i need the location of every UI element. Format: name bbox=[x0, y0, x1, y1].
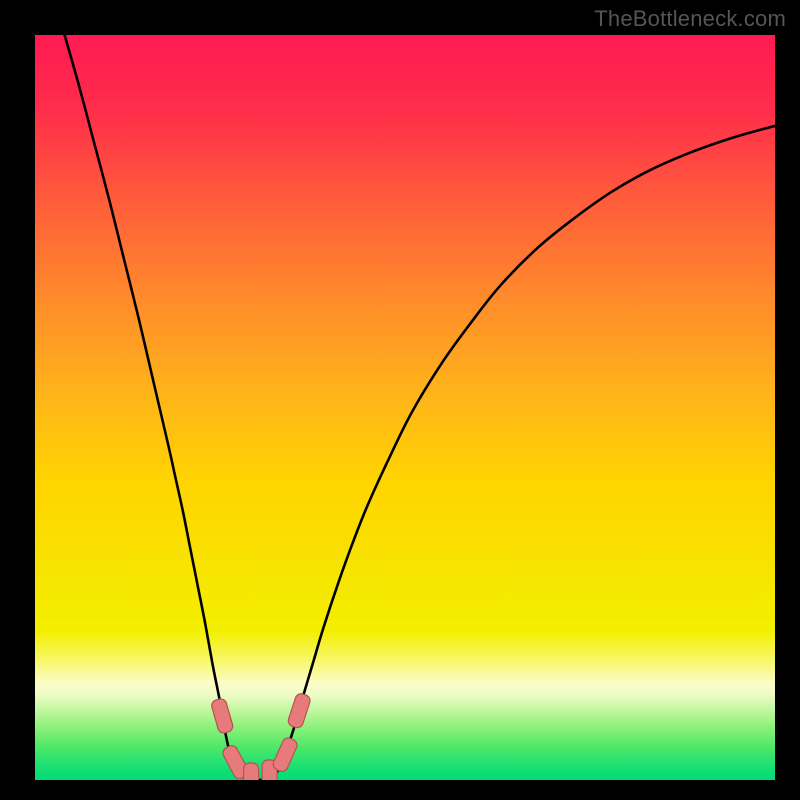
source-watermark: TheBottleneck.com bbox=[594, 6, 786, 32]
bottleneck-curve-plot bbox=[35, 35, 775, 780]
plot-background bbox=[35, 35, 775, 780]
curve-marker bbox=[244, 763, 259, 780]
chart-stage: TheBottleneck.com bbox=[0, 0, 800, 800]
